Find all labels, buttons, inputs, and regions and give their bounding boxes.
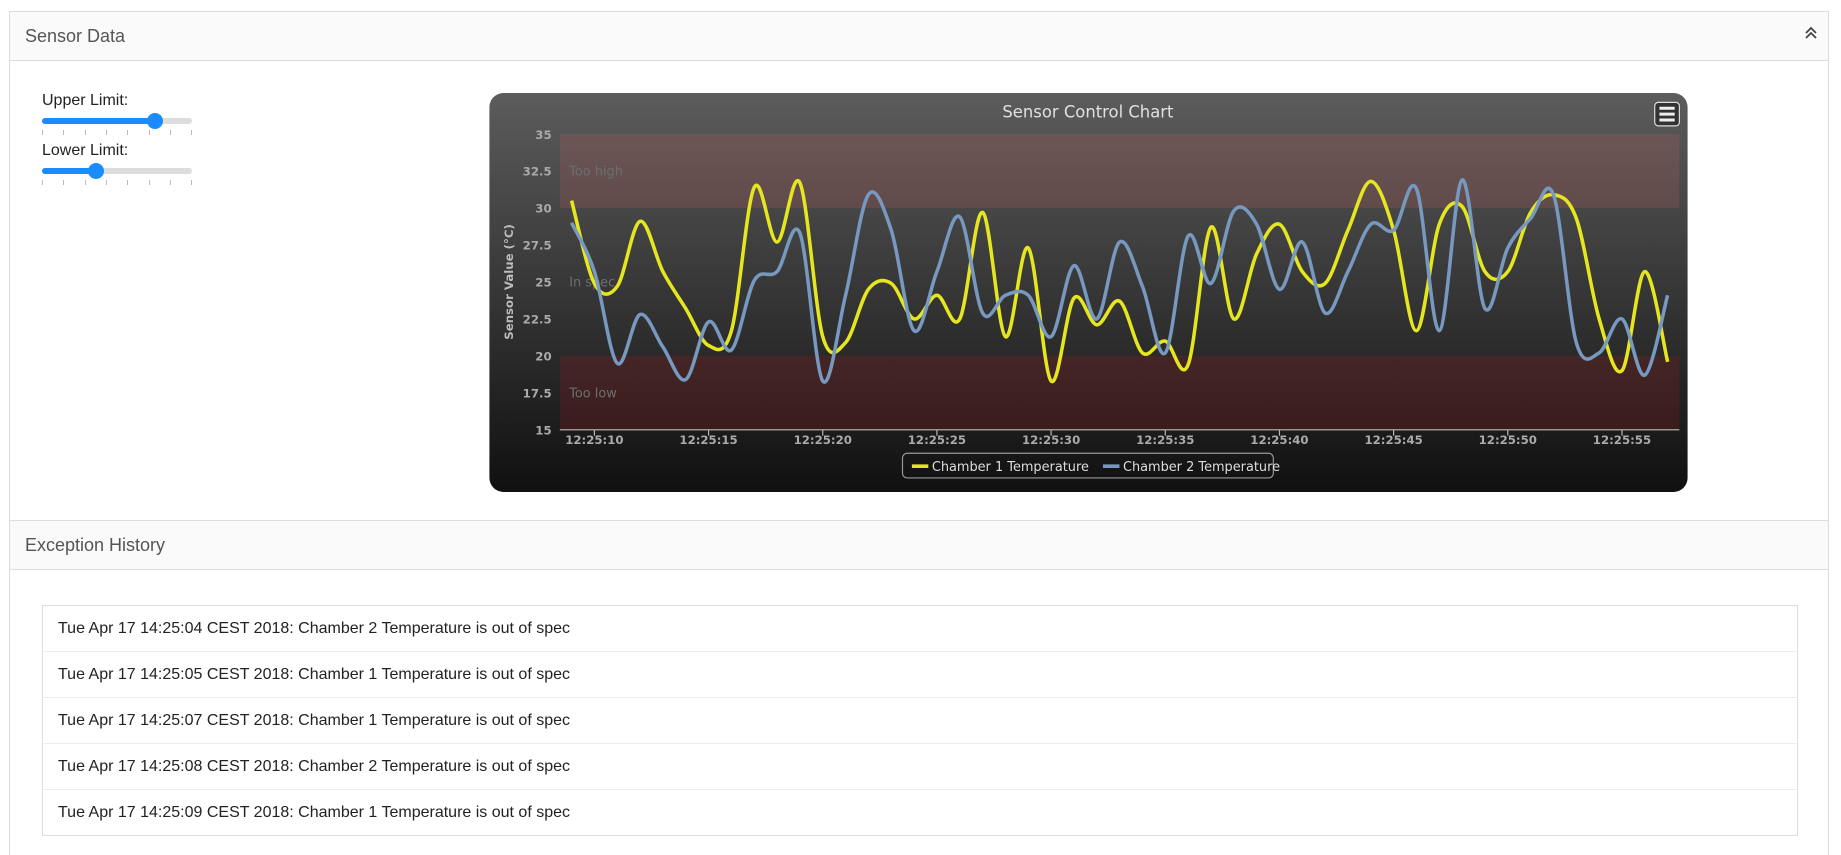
x-tick-label: 12:25:25 xyxy=(908,433,966,447)
sensor-panel: Sensor Data Upper Limit: Lower Limit: Se… xyxy=(9,11,1829,521)
x-tick-label: 12:25:55 xyxy=(1593,433,1651,447)
panel-title: Exception History xyxy=(25,534,166,555)
slider-tick xyxy=(63,130,65,135)
x-tick-label: 12:25:15 xyxy=(679,433,737,447)
slider-thumb[interactable] xyxy=(88,163,104,179)
slider-tick xyxy=(84,180,86,185)
plot-band xyxy=(559,134,1680,209)
band-label: In spec xyxy=(569,276,615,291)
y-tick-label: 35 xyxy=(535,128,551,142)
slider-tick xyxy=(191,130,193,135)
slider-fill xyxy=(42,168,96,174)
x-tick-label: 12:25:30 xyxy=(1022,433,1080,447)
exception-row: Tue Apr 17 14:25:09 CEST 2018: Chamber 1… xyxy=(58,803,571,821)
exception-list: Tue Apr 17 14:25:04 CEST 2018: Chamber 2… xyxy=(42,605,1798,836)
slider-tick xyxy=(191,180,193,185)
series-line xyxy=(569,178,1670,384)
slider-tick xyxy=(42,130,43,135)
exception-row: Tue Apr 17 14:25:08 CEST 2018: Chamber 2… xyxy=(43,744,1797,790)
y-tick-label: 17.5 xyxy=(523,387,552,401)
exception-row: Tue Apr 17 14:25:05 CEST 2018: Chamber 1… xyxy=(43,652,1797,698)
legend-item[interactable]: Chamber 2 Temperature xyxy=(1103,460,1280,475)
slider-tick xyxy=(105,130,107,135)
exception-row: Tue Apr 17 14:25:07 CEST 2018: Chamber 1… xyxy=(43,698,1797,744)
exception-panel: Exception History Tue Apr 17 14:25:04 CE… xyxy=(9,520,1829,855)
y-tick-label: 32.5 xyxy=(523,165,552,179)
slider-tick xyxy=(169,130,171,135)
legend-label: Chamber 2 Temperature xyxy=(1123,460,1280,475)
chart-title: Sensor Control Chart xyxy=(1002,103,1174,122)
x-tick-label: 12:25:10 xyxy=(565,433,623,447)
exception-row: Tue Apr 17 14:25:04 CEST 2018: Chamber 2… xyxy=(43,606,1797,652)
y-tick-label: 25 xyxy=(535,276,551,290)
slider-tick xyxy=(148,130,150,135)
panel-header[interactable]: Sensor Data xyxy=(10,12,1828,61)
y-tick-label: 20 xyxy=(535,350,551,364)
chart-background xyxy=(489,93,1688,492)
legend-box xyxy=(901,452,1274,479)
legend-label: Chamber 1 Temperature xyxy=(932,460,1089,475)
slider-tick xyxy=(127,180,129,185)
slider-tick xyxy=(63,180,65,185)
plot-band xyxy=(560,208,1680,356)
chart: Sensor Control Chart Sensor Value (°C) T… xyxy=(489,93,1688,492)
x-tick-label: 12:25:45 xyxy=(1364,433,1422,447)
slider[interactable] xyxy=(42,113,192,129)
series-line xyxy=(569,178,1670,383)
slider-thumb[interactable] xyxy=(146,113,163,129)
slider-fill xyxy=(42,118,155,124)
slider-tick xyxy=(169,180,171,185)
x-tick-label: 12:25:20 xyxy=(794,433,852,447)
band-label: Too high xyxy=(568,165,623,180)
y-tick-label: 30 xyxy=(535,202,551,216)
slider[interactable] xyxy=(42,163,192,179)
slider-tick xyxy=(127,130,129,135)
slider-label: Lower Limit: xyxy=(42,142,129,159)
legend-item[interactable]: Chamber 1 Temperature xyxy=(911,460,1089,475)
slider-tick xyxy=(84,130,86,135)
collapse-icon[interactable] xyxy=(1804,26,1818,40)
legend: Chamber 1 Temperature Chamber 2 Temperatu… xyxy=(901,452,1280,479)
y-tick-label: 15 xyxy=(535,423,551,437)
y-axis-title: Sensor Value (°C) xyxy=(502,224,516,340)
slider-tick xyxy=(148,180,150,185)
panel-header: Exception History xyxy=(10,521,1828,570)
x-tick-label: 12:25:50 xyxy=(1479,433,1537,447)
x-tick-label: 12:25:40 xyxy=(1250,433,1308,447)
slider-ticks xyxy=(42,130,193,136)
plot-band xyxy=(559,355,1680,430)
slider-tick xyxy=(105,180,107,185)
slider-tick xyxy=(42,180,43,185)
menu-button[interactable] xyxy=(1654,101,1680,127)
slider-ticks xyxy=(42,180,193,186)
x-tick-label: 12:25:35 xyxy=(1136,433,1194,447)
y-tick-label: 27.5 xyxy=(523,239,552,253)
slider-label: Upper Limit: xyxy=(42,92,129,109)
band-label: Too low xyxy=(568,387,617,402)
panel-title: Sensor Data xyxy=(25,25,126,46)
y-tick-label: 22.5 xyxy=(523,313,552,327)
